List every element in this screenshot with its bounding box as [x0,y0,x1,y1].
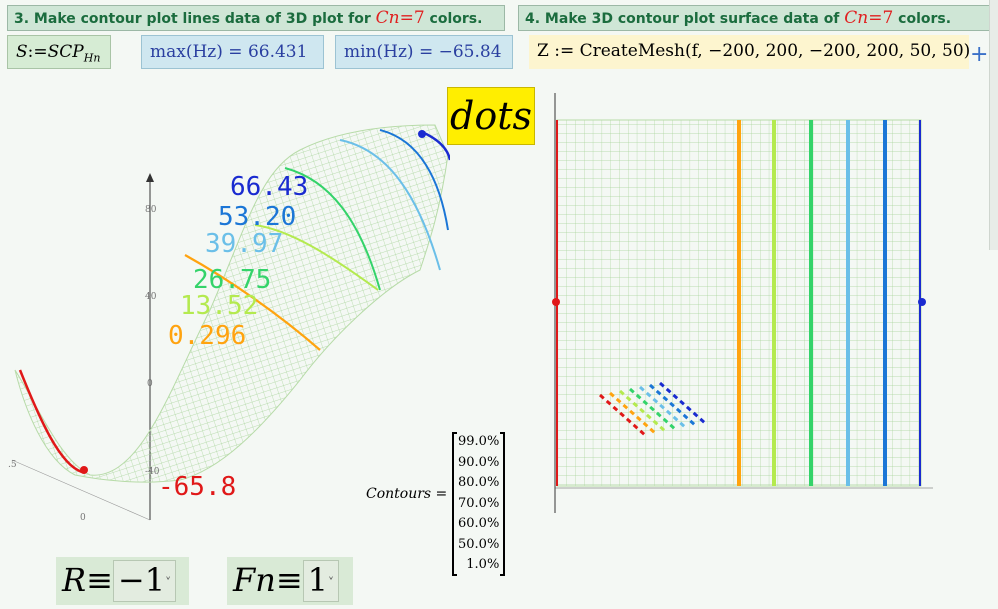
vertical-scrollbar[interactable] [989,0,998,250]
contour-line-navy [421,130,450,161]
r-control: R≡ −1˅ [56,557,189,605]
dots-label[interactable]: dots [447,87,535,145]
contour-value: 1.0% [466,557,500,572]
contour-value: 90.0% [458,454,500,470]
x-axis [11,459,151,521]
contour-dash-segment [599,393,646,437]
contour-dash-segment [619,389,666,433]
contour-line-green [284,167,381,291]
header-section-4: 4. Make 3D contour plot surface data of … [518,5,990,31]
red-marker [80,466,88,474]
z-tick-neg40: -40 [145,467,160,477]
contour-label-26: 26.75 [193,265,271,295]
contour-value: 70.0% [458,495,500,511]
min-hz-result[interactable]: min(Hz) = −65.84 [335,35,513,69]
s-assignment[interactable]: S:=SCPHn [7,35,111,69]
contour-line-blue [379,129,449,231]
z-tick-40: 40 [145,292,157,302]
fn-dropdown[interactable]: 1˅ [302,559,339,602]
contour-label-neg65: -65.8 [158,472,236,502]
contour-dash-segment [609,391,656,435]
fn-control: Fn≡ 1˅ [227,557,353,605]
max-hz-result[interactable]: max(Hz) = 66.431 [141,35,324,69]
navy-dot [918,298,926,306]
contour-dash-segment [629,387,676,431]
contour-value: 50.0% [458,536,500,552]
x-tick-05: .5 [8,460,17,470]
contour-label-53: 53.20 [218,202,296,232]
contour-line-lightblue [339,139,441,271]
header-section-3: 3. Make contour plot lines data of 3D pl… [7,5,505,31]
contour-line-red [18,369,83,474]
contour-dash-segment [649,383,696,427]
surface-3d-plot[interactable]: 80 40 0 -40 .5 0 66.43 53.20 39.97 26.75… [0,80,450,530]
contours-label: Contours = [366,486,448,502]
chevron-down-icon: ˅ [165,575,172,589]
z-tick-80: 80 [145,205,157,215]
z-tick-0: 0 [147,379,153,389]
contour-line-lime [254,224,379,291]
contour-label-0296: 0.296 [168,321,246,351]
contour-label-66: 66.43 [230,172,308,202]
contour-label-13: 13.52 [180,291,258,321]
chevron-down-icon: ˅ [327,575,334,589]
contour-value: 80.0% [458,475,500,490]
z-axis-arrow [146,173,154,182]
contour-value: 60.0% [458,516,500,531]
r-dropdown[interactable]: −1˅ [112,559,177,602]
add-plus-icon[interactable]: + [970,42,989,67]
contours-matrix[interactable]: 99.0% 90.0% 80.0% 70.0% 60.0% 50.0% 1.0% [452,432,506,576]
contour-label-39: 39.97 [205,229,283,259]
contour-line-orange [184,254,321,351]
contour-dash-segment [639,385,686,429]
contour-dash-segment [659,381,706,425]
contour-value: 99.0% [458,434,500,449]
contours-matrix-body: 99.0% 90.0% 80.0% 70.0% 60.0% 50.0% 1.0% [452,432,506,576]
navy-marker [418,130,426,138]
mesh-surface [14,124,449,483]
contour-2d-plot[interactable] [540,88,935,518]
red-dot [552,298,560,306]
x-tick-0: 0 [80,513,86,523]
create-mesh-expression[interactable]: Z := CreateMesh(f, −200, 200, −200, 200,… [529,35,970,69]
